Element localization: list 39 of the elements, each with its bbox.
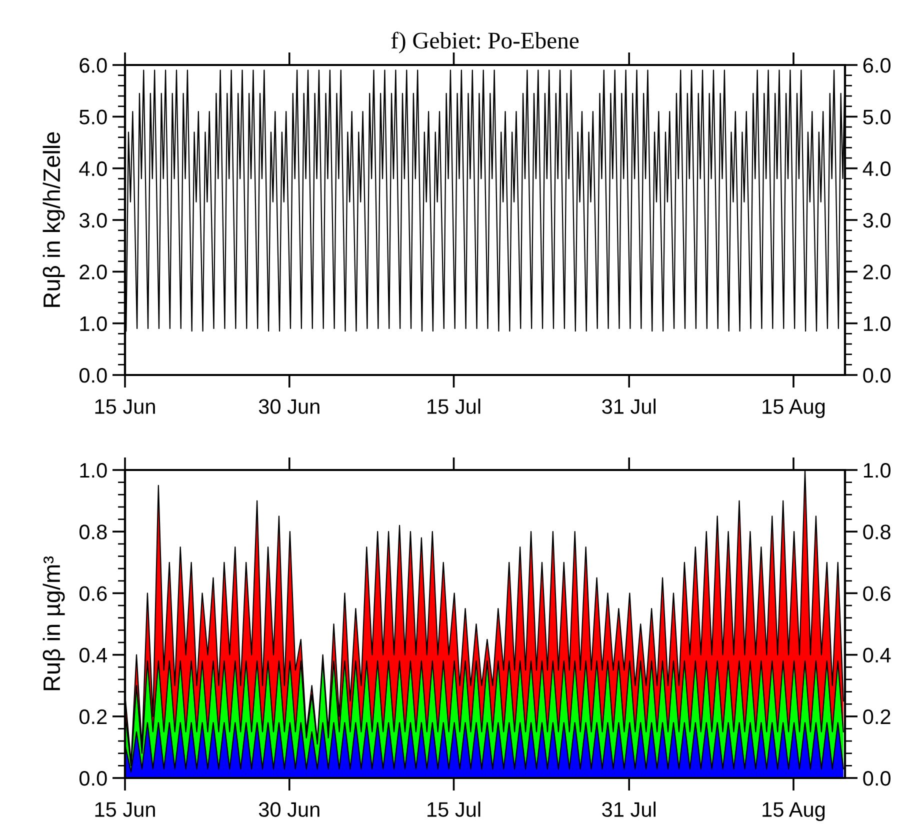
x-tick-label: 30 Jun [258, 802, 320, 817]
y2-tick-label: 3.0 [863, 213, 891, 228]
y2-tick-label: 1.0 [864, 463, 891, 478]
y2-tick-label: 0.0 [863, 771, 891, 786]
y-axis-title: Ruβ in µg/m³ [42, 556, 65, 690]
y-tick-label: 6.0 [80, 58, 107, 73]
y-tick-label: 0.2 [79, 709, 107, 724]
y2-tick-label: 0.2 [863, 709, 890, 724]
x-tick-label: 15 Jun [95, 399, 155, 414]
y2-tick-label: 0.0 [863, 368, 891, 383]
y-tick-label: 5.0 [80, 110, 107, 124]
y2-tick-label: 6.0 [863, 58, 891, 73]
x-tick-label: 15 Jul [428, 802, 480, 817]
chart-title: f) Gebiet: Po-Ebene [391, 32, 579, 54]
y2-tick-label: 4.0 [862, 161, 891, 176]
x-tick-label: 30 Jun [258, 399, 320, 414]
x-tick-label: 15 Jun [95, 802, 155, 817]
y-tick-label: 0.8 [79, 524, 107, 540]
y2-tick-label: 5.0 [863, 110, 891, 124]
y-tick-label: 3.0 [79, 213, 107, 228]
y2-tick-label: 0.6 [863, 586, 890, 601]
y2-tick-label: 0.8 [863, 524, 890, 540]
y-axis-title: Ruβ in kg/h/Zelle [42, 132, 65, 307]
x-tick-label: 15 Aug [762, 802, 825, 822]
y2-tick-label: 0.4 [863, 648, 891, 663]
x-tick-label: 15 Jul [428, 398, 480, 414]
y-tick-label: 4.0 [79, 161, 107, 176]
y-tick-label: 0.0 [79, 368, 107, 383]
x-tick-label: 31 Jul [602, 802, 656, 817]
y-tick-label: 1.0 [80, 316, 107, 332]
y2-tick-label: 2.0 [863, 264, 891, 280]
y-tick-label: 2.0 [80, 264, 107, 280]
y2-tick-label: 1.0 [864, 316, 891, 332]
y-tick-label: 0.0 [79, 771, 107, 786]
y-tick-label: 0.6 [79, 586, 107, 601]
x-tick-label: 31 Jul [602, 398, 656, 414]
x-tick-label: 15 Aug [762, 399, 825, 418]
y-tick-label: 1.0 [80, 463, 107, 478]
y-tick-label: 0.4 [79, 648, 108, 663]
